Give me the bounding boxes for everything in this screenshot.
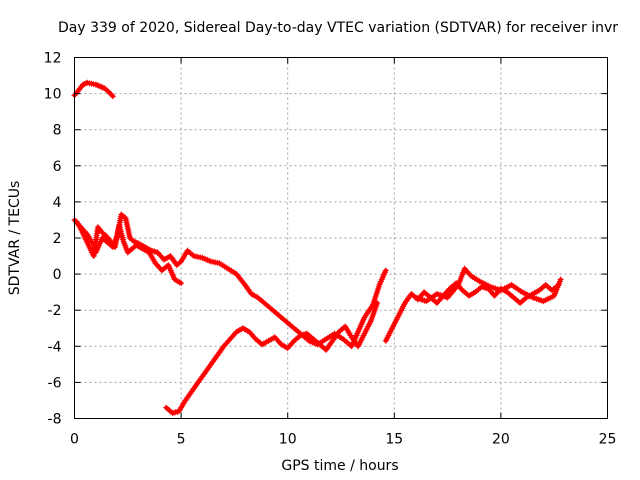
y-tick-label: 0 bbox=[53, 267, 62, 283]
series-arc-4 bbox=[163, 299, 381, 417]
y-tick-label: -2 bbox=[48, 303, 62, 319]
plus-markers bbox=[73, 218, 185, 287]
y-tick-label: -6 bbox=[48, 375, 62, 391]
x-tick-label: 10 bbox=[279, 432, 297, 448]
y-axis-label: SDTVAR / TECUs bbox=[7, 181, 23, 296]
chart-title: Day 339 of 2020, Sidereal Day-to-day VTE… bbox=[58, 20, 618, 36]
x-tick-label: 0 bbox=[70, 432, 79, 448]
series-arc-3 bbox=[73, 218, 185, 287]
x-tick-label: 15 bbox=[385, 432, 403, 448]
series-arc-6 bbox=[412, 265, 564, 305]
series-arc-5 bbox=[382, 280, 562, 344]
y-tick-label: -4 bbox=[48, 339, 62, 355]
x-tick-label: 20 bbox=[492, 432, 510, 448]
data-series bbox=[71, 79, 564, 417]
plus-markers bbox=[163, 299, 381, 417]
y-tick-label: -8 bbox=[48, 412, 62, 428]
x-tick-label: 5 bbox=[177, 432, 186, 448]
y-tick-label: 4 bbox=[53, 195, 62, 211]
grid bbox=[74, 57, 608, 419]
x-tick-label: 25 bbox=[599, 432, 617, 448]
plus-markers bbox=[382, 280, 562, 344]
y-tick-label: 10 bbox=[44, 87, 62, 103]
x-axis-label: GPS time / hours bbox=[281, 458, 398, 474]
plus-markers bbox=[71, 79, 116, 100]
y-tick-label: 8 bbox=[53, 123, 62, 139]
series-trace bbox=[164, 300, 380, 416]
axis-ticks: 0 5 10 15 20 25 -8 -6 -4 -2 0 2 4 6 8 10 12 bbox=[44, 51, 617, 448]
plus-markers bbox=[412, 265, 564, 305]
y-tick-label: 12 bbox=[44, 51, 62, 67]
series-arc-1 bbox=[71, 79, 116, 100]
y-tick-label: 2 bbox=[53, 231, 62, 247]
y-tick-label: 6 bbox=[53, 159, 62, 175]
